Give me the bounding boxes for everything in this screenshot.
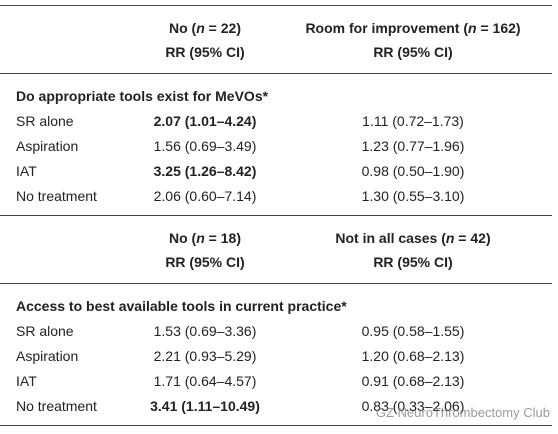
watermark: GZ NeuroThrombectomy Club <box>375 405 550 420</box>
header-text: = 18) <box>204 230 241 246</box>
cell-value: 1.11 (0.72–1.73) <box>362 113 464 129</box>
cell-value: 2.07 (1.01–4.24) <box>153 113 257 129</box>
column-subheader: RR (95% CI) <box>373 44 453 60</box>
rule-line <box>0 283 552 284</box>
rule-line <box>0 5 552 6</box>
row-label: IAT <box>16 163 37 179</box>
cell-value: 1.56 (0.69–3.49) <box>153 138 257 154</box>
header-text: = 162) <box>476 20 521 36</box>
cell-value: 0.83 (0.33–2.06) <box>361 398 465 414</box>
column-header: Room for improvement (n = 162) <box>305 19 520 37</box>
column-subheader: RR (95% CI) <box>165 44 245 60</box>
cell-value: 1.53 (0.69–3.36) <box>153 323 257 339</box>
cell-value: 2.21 (0.93–5.29) <box>153 348 257 364</box>
row-label: IAT <box>16 373 37 389</box>
rule-line <box>0 73 552 74</box>
header-var: n <box>196 230 205 246</box>
row-label: No treatment <box>16 398 97 414</box>
header-text: Not in all cases ( <box>335 230 446 246</box>
section-title: Access to best available tools in curren… <box>16 298 347 314</box>
section-title: Do appropriate tools exist for MeVOs* <box>16 88 269 104</box>
cell-value: 0.91 (0.68–2.13) <box>361 373 465 389</box>
header-var: n <box>196 20 205 36</box>
header-text: = 22) <box>204 20 241 36</box>
cell-value: 1.30 (0.55–3.10) <box>361 188 465 204</box>
header-var: n <box>445 230 455 246</box>
header-text: No ( <box>169 230 197 246</box>
cell-value: 1.71 (0.64–4.57) <box>153 373 257 389</box>
rule-line <box>0 425 552 426</box>
cell-value: 1.23 (0.77–1.96) <box>361 138 465 154</box>
rule-line <box>0 215 552 216</box>
cell-value: 0.95 (0.58–1.55) <box>361 323 465 339</box>
row-label: Aspiration <box>16 138 79 154</box>
cell-value: 2.06 (0.60–7.14) <box>153 188 257 204</box>
cell-value: 1.20 (0.68–2.13) <box>361 348 465 364</box>
header-text: = 42) <box>454 230 491 246</box>
cell-value: 3.25 (1.26–8.42) <box>153 163 257 179</box>
row-label: Aspiration <box>16 348 79 364</box>
column-subheader: RR (95% CI) <box>373 254 453 270</box>
row-label: SR alone <box>16 113 74 129</box>
column-subheader: RR (95% CI) <box>165 254 245 270</box>
column-header: No (n = 22) <box>169 19 241 37</box>
row-label: No treatment <box>16 188 97 204</box>
header-text: Room for improvement ( <box>305 20 469 36</box>
column-header: No (n = 18) <box>169 229 241 247</box>
header-text: No ( <box>169 20 197 36</box>
header-var: n <box>468 20 477 36</box>
cell-value: 0.98 (0.50–1.90) <box>361 163 465 179</box>
row-label: SR alone <box>16 323 74 339</box>
column-header: Not in all cases (n = 42) <box>335 229 490 247</box>
cell-value: 3.41 (1.11–10.49) <box>150 398 260 414</box>
